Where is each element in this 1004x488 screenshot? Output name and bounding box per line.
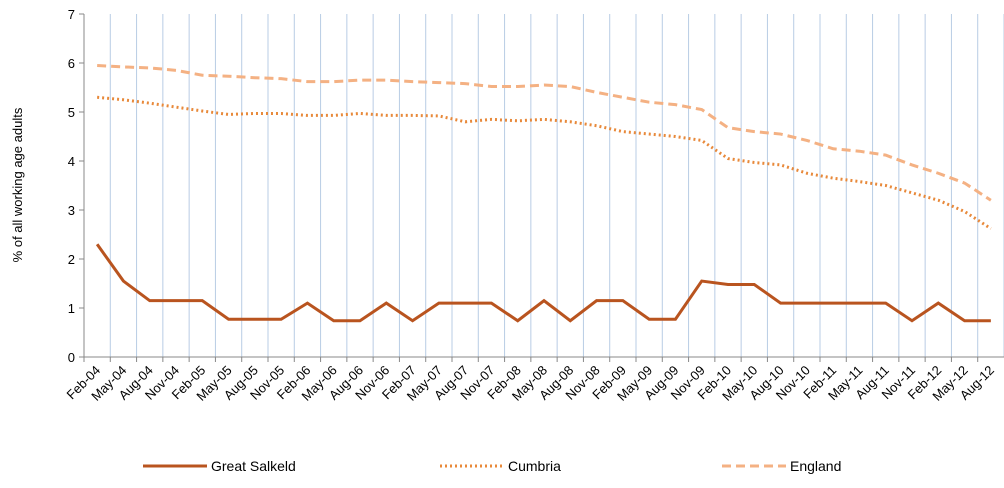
y-tick-label: 4 bbox=[68, 154, 75, 169]
y-tick-label: 1 bbox=[68, 301, 75, 316]
series-line bbox=[97, 63, 992, 202]
y-tick-label: 0 bbox=[68, 350, 75, 365]
y-tick-label: 7 bbox=[68, 7, 75, 22]
series-line bbox=[97, 95, 992, 230]
legend-label: Great Salkeld bbox=[211, 458, 296, 474]
y-axis-label: % of all working age adults bbox=[10, 107, 25, 262]
series-line bbox=[95, 243, 991, 323]
legend-label: England bbox=[790, 458, 841, 474]
y-tick-label: 6 bbox=[68, 56, 75, 71]
y-tick-label: 3 bbox=[68, 203, 75, 218]
y-tick-label: 2 bbox=[68, 252, 75, 267]
legend-label: Cumbria bbox=[508, 458, 561, 474]
y-tick-label: 5 bbox=[68, 105, 75, 120]
